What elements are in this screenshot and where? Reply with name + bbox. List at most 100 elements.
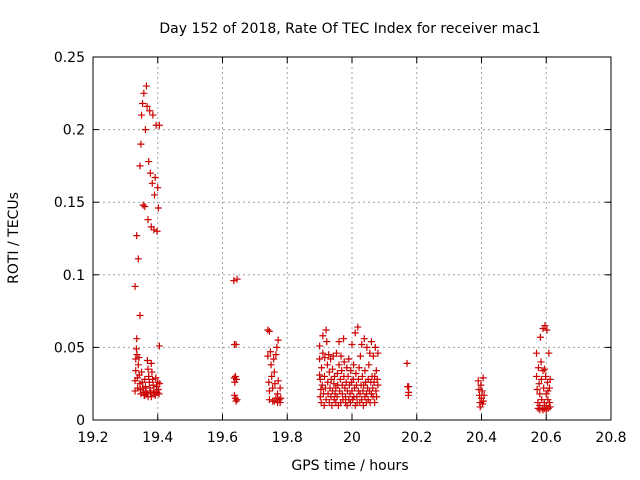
data-point (533, 349, 541, 357)
x-tick-label: 19.4 (142, 430, 173, 446)
data-point (232, 375, 240, 383)
data-point (479, 374, 487, 382)
data-point (316, 355, 324, 363)
data-point (328, 401, 336, 409)
data-point (143, 356, 151, 364)
data-point (325, 351, 333, 359)
data-point (537, 358, 545, 366)
data-point (141, 203, 149, 211)
data-point (232, 397, 240, 405)
data-point (149, 375, 157, 383)
data-point (140, 89, 148, 97)
data-point (403, 359, 411, 367)
data-point (264, 352, 272, 360)
data-point (141, 383, 149, 391)
data-point (372, 367, 380, 375)
data-point (320, 372, 328, 380)
data-point (145, 372, 153, 380)
x-tick-label: 20.8 (595, 430, 626, 446)
data-point (366, 349, 374, 357)
data-point (143, 102, 151, 110)
data-point (277, 394, 285, 402)
data-point (480, 391, 488, 399)
data-point (359, 387, 367, 395)
data-point (136, 162, 144, 170)
data-point (546, 375, 554, 383)
data-point (347, 367, 355, 375)
data-point (269, 384, 277, 392)
data-point (232, 340, 240, 348)
data-point (134, 361, 142, 369)
data-point (369, 352, 377, 360)
data-point (141, 126, 149, 134)
data-point (134, 255, 142, 263)
data-point (270, 355, 278, 363)
gridlines (92, 56, 612, 421)
data-point (137, 140, 145, 148)
data-point (537, 375, 545, 383)
data-point (360, 335, 368, 343)
data-point (367, 338, 375, 346)
data-point (546, 403, 554, 411)
data-point (267, 361, 275, 369)
data-point (352, 370, 360, 378)
data-point (132, 345, 140, 353)
data-point (154, 386, 162, 394)
data-points (131, 82, 554, 414)
data-point (536, 333, 544, 341)
x-tick-label: 19.8 (272, 430, 303, 446)
y-tick-label: 0.15 (54, 195, 85, 211)
data-point (533, 386, 541, 394)
data-point (233, 396, 241, 404)
data-point (319, 332, 327, 340)
data-point (155, 342, 163, 350)
data-point (541, 322, 549, 330)
data-point (273, 343, 281, 351)
data-point (274, 399, 282, 407)
data-point (344, 372, 352, 380)
data-point (337, 352, 345, 360)
data-point (155, 121, 163, 129)
x-axis-label: GPS time / hours (291, 458, 408, 474)
data-point (145, 158, 153, 166)
data-point (150, 226, 158, 234)
data-point (541, 365, 549, 373)
y-tick-label: 0.1 (63, 268, 85, 284)
data-point (374, 381, 382, 389)
data-point (276, 384, 284, 392)
data-point (265, 327, 273, 335)
data-point (274, 336, 282, 344)
data-point (320, 401, 328, 409)
data-point (133, 335, 141, 343)
data-point (147, 388, 155, 396)
data-point (316, 375, 324, 383)
data-point (148, 179, 156, 187)
data-point (373, 393, 381, 401)
data-point (151, 191, 159, 199)
data-point (230, 277, 238, 285)
data-point (270, 368, 278, 376)
data-point (146, 107, 154, 115)
data-point (340, 358, 348, 366)
data-point (318, 364, 326, 372)
data-point (139, 99, 147, 107)
data-point (321, 354, 329, 362)
data-point (335, 338, 343, 346)
data-point (479, 397, 487, 405)
data-point (336, 375, 344, 383)
data-point (371, 343, 379, 351)
data-point (542, 372, 550, 380)
data-point (148, 368, 156, 376)
y-tick-label: 0.25 (54, 50, 85, 66)
data-point (319, 349, 327, 357)
data-point (136, 311, 144, 319)
data-point (535, 380, 543, 388)
data-point (361, 367, 369, 375)
data-point (478, 387, 486, 395)
data-point (372, 387, 380, 395)
data-point (332, 349, 340, 357)
data-point (149, 381, 157, 389)
data-point (131, 282, 139, 290)
data-point (474, 377, 482, 385)
